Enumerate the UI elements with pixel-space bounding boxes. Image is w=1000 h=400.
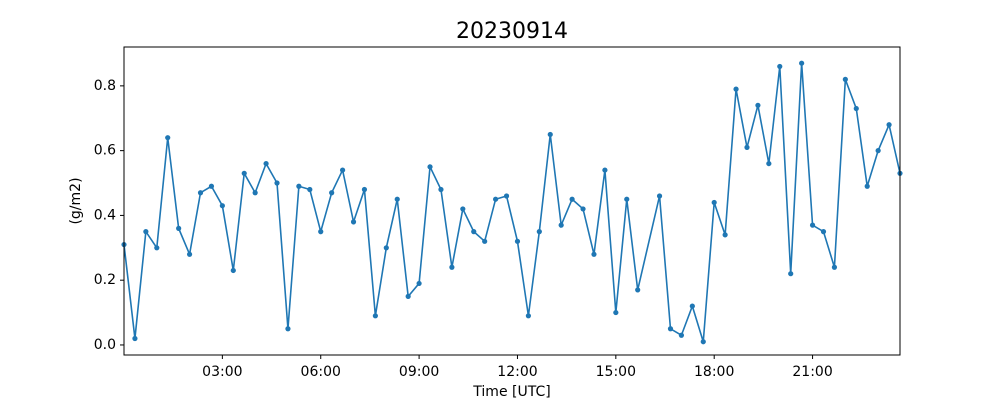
data-point bbox=[514, 238, 521, 244]
data-point bbox=[820, 229, 827, 235]
data-point bbox=[339, 167, 346, 173]
data-point bbox=[296, 183, 302, 189]
data-point bbox=[318, 229, 324, 235]
data-point bbox=[372, 313, 378, 319]
y-tick-label: 0.2 bbox=[94, 272, 116, 288]
data-point bbox=[766, 160, 772, 167]
data-point bbox=[176, 225, 182, 231]
data-point bbox=[755, 102, 761, 108]
data-point bbox=[503, 193, 510, 199]
plot-frame bbox=[123, 46, 901, 356]
data-point bbox=[219, 203, 225, 209]
data-point bbox=[886, 122, 892, 128]
data-point bbox=[285, 326, 291, 332]
x-tick-label: 21:00 bbox=[792, 364, 832, 380]
chart-title: 20230914 bbox=[456, 19, 568, 44]
data-point bbox=[329, 190, 335, 196]
data-point bbox=[744, 144, 750, 150]
data-point bbox=[667, 326, 674, 332]
data-point bbox=[230, 267, 236, 274]
data-point bbox=[197, 190, 204, 196]
data-point bbox=[154, 245, 160, 251]
data-point bbox=[274, 180, 280, 186]
data-point bbox=[569, 196, 575, 202]
y-tick-label: 0.6 bbox=[94, 143, 116, 159]
data-point bbox=[799, 60, 805, 66]
data-point bbox=[678, 332, 685, 338]
data-point bbox=[602, 167, 608, 173]
data-point bbox=[471, 229, 477, 235]
data-point bbox=[853, 105, 859, 112]
x-tick-label: 12:00 bbox=[497, 364, 537, 380]
data-point bbox=[482, 238, 488, 244]
x-tick-label: 06:00 bbox=[301, 364, 341, 380]
x-tick-label: 18:00 bbox=[694, 364, 734, 380]
data-point bbox=[525, 313, 531, 319]
data-point bbox=[361, 186, 368, 193]
data-point bbox=[241, 170, 247, 176]
data-point bbox=[711, 199, 717, 206]
data-point bbox=[547, 131, 553, 138]
data-point bbox=[307, 186, 313, 193]
x-tick-label: 03:00 bbox=[202, 364, 242, 380]
data-point bbox=[875, 148, 881, 154]
data-point bbox=[733, 86, 739, 92]
data-point bbox=[777, 63, 783, 70]
data-point bbox=[635, 287, 641, 293]
data-point bbox=[143, 229, 149, 235]
data-point bbox=[722, 232, 728, 238]
data-point bbox=[580, 206, 586, 212]
data-point bbox=[165, 135, 171, 141]
data-point bbox=[350, 219, 357, 225]
data-point bbox=[689, 303, 695, 309]
data-point bbox=[383, 245, 389, 251]
data-point bbox=[132, 335, 138, 342]
y-tick-label: 0.8 bbox=[94, 78, 116, 94]
data-point bbox=[591, 251, 597, 257]
data-point bbox=[263, 160, 269, 167]
data-point bbox=[252, 190, 258, 196]
data-point bbox=[438, 186, 444, 193]
x-axis-label: Time [UTC] bbox=[472, 384, 550, 400]
data-point bbox=[427, 164, 433, 170]
data-line bbox=[123, 63, 901, 342]
data-point bbox=[416, 280, 422, 287]
data-point bbox=[842, 76, 848, 82]
data-point bbox=[831, 264, 838, 270]
data-point bbox=[624, 196, 630, 202]
data-point bbox=[558, 222, 564, 228]
data-point bbox=[493, 196, 499, 202]
data-point bbox=[536, 229, 542, 235]
data-point bbox=[394, 196, 400, 202]
x-tick-label: 09:00 bbox=[399, 364, 439, 380]
data-point bbox=[613, 309, 619, 316]
data-point bbox=[700, 339, 706, 345]
y-tick-label: 0.4 bbox=[94, 207, 116, 223]
data-point bbox=[186, 251, 193, 257]
x-tick-label: 15:00 bbox=[596, 364, 636, 380]
data-point bbox=[788, 271, 794, 277]
y-tick-label: 0.0 bbox=[94, 337, 116, 353]
data-point bbox=[809, 222, 816, 228]
y-axis-label: (g/m2) bbox=[68, 177, 84, 224]
data-point bbox=[208, 183, 215, 189]
data-point bbox=[864, 183, 870, 189]
data-point bbox=[405, 293, 411, 299]
data-point bbox=[460, 206, 466, 212]
data-point bbox=[449, 264, 455, 270]
data-point bbox=[656, 193, 663, 199]
